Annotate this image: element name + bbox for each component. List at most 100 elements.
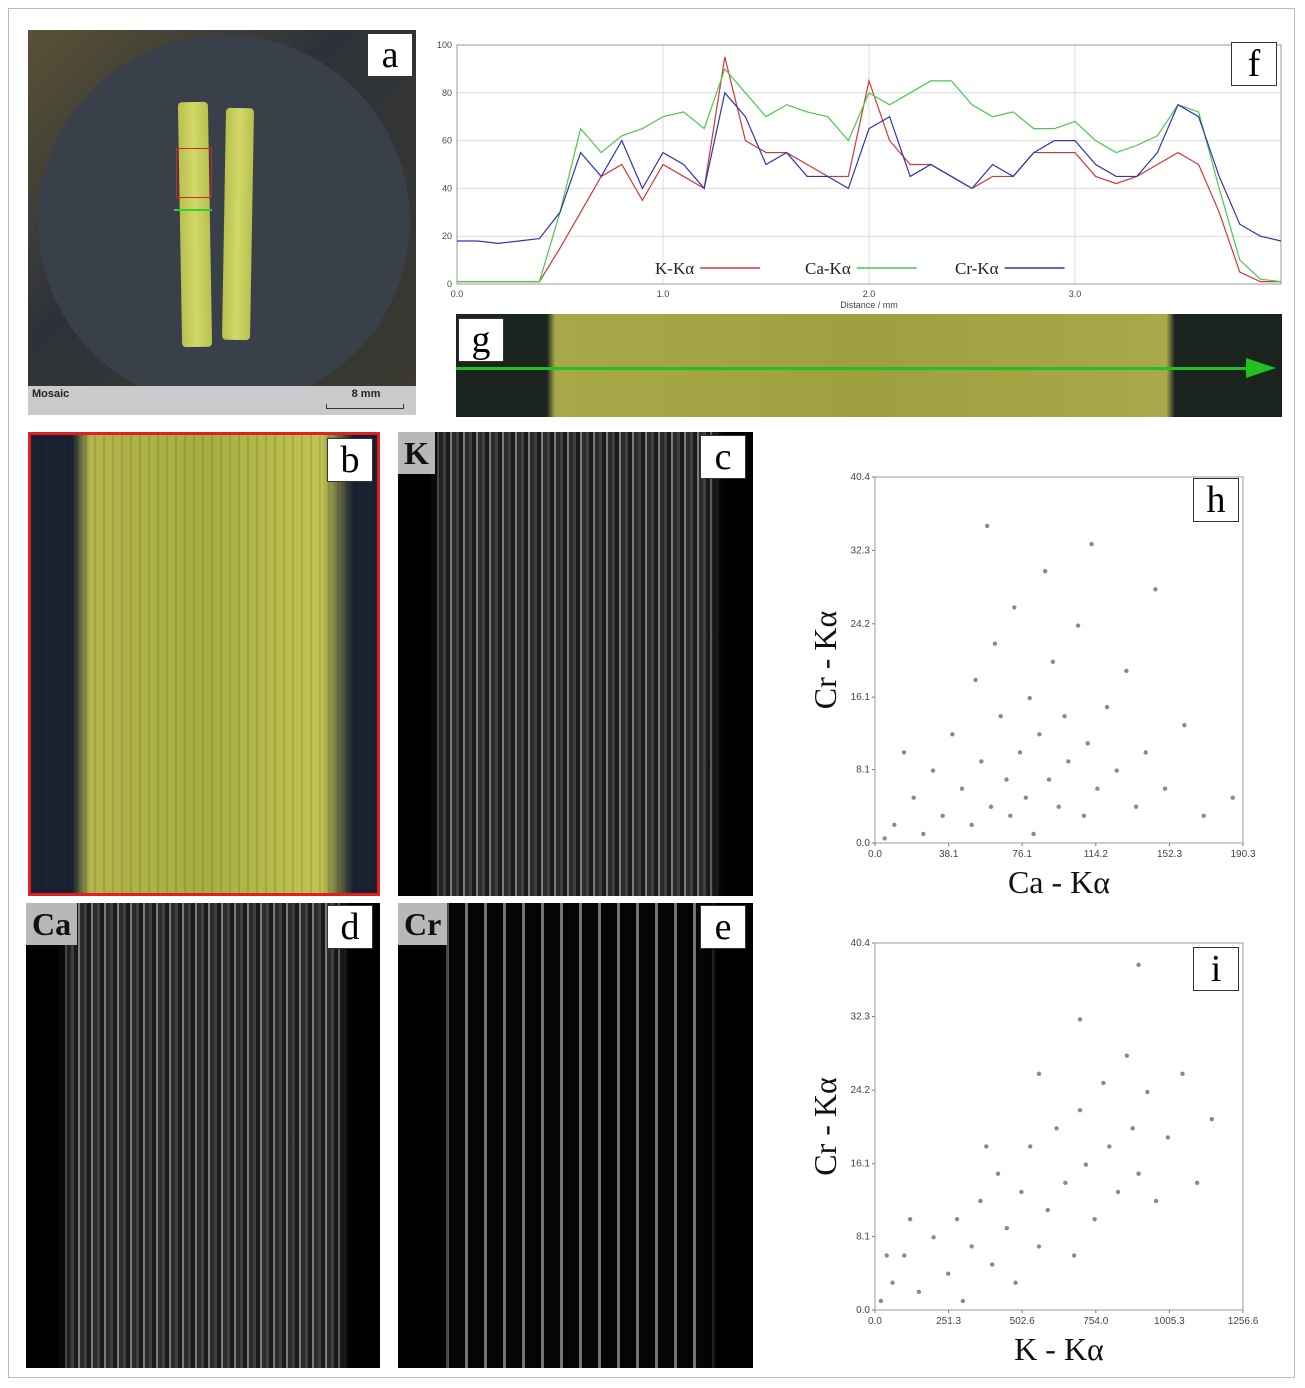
data-line xyxy=(457,91,1282,244)
panel-label: a xyxy=(367,33,413,77)
point xyxy=(1081,813,1087,819)
point xyxy=(916,1289,922,1295)
point xyxy=(992,641,998,646)
y-tick-label: 60 xyxy=(442,136,452,146)
x-tick-label: 1256.6 xyxy=(1228,1316,1259,1327)
point xyxy=(1004,777,1009,782)
data-line xyxy=(457,56,1281,283)
point xyxy=(1180,1071,1185,1077)
point xyxy=(911,795,916,800)
point xyxy=(1036,1071,1042,1077)
point xyxy=(998,713,1003,719)
point xyxy=(1046,777,1052,782)
point xyxy=(1031,831,1036,837)
point xyxy=(1062,713,1067,719)
caption: Mosaic xyxy=(32,388,70,400)
point xyxy=(1050,659,1056,665)
point xyxy=(1136,1171,1141,1176)
y-tick-label: 16.1 xyxy=(851,692,871,703)
point xyxy=(988,804,994,809)
y-tick-label: 20 xyxy=(442,231,452,241)
point xyxy=(878,1298,884,1304)
point xyxy=(1089,541,1094,547)
y-tick-label: 80 xyxy=(442,88,452,98)
point xyxy=(892,822,897,828)
frame xyxy=(8,8,1295,1378)
element-tag: K xyxy=(398,432,435,474)
point xyxy=(995,1171,1001,1176)
point xyxy=(1083,1162,1089,1167)
panel-label: e xyxy=(700,905,746,949)
info-bar: Mosaic 8 mm xyxy=(28,386,416,415)
panel-label: g xyxy=(458,318,504,362)
point xyxy=(989,1262,995,1267)
map-cr: Cr xyxy=(398,903,753,1368)
point xyxy=(1143,750,1148,755)
point xyxy=(969,1244,974,1249)
x-tick-label: 0.0 xyxy=(868,849,882,860)
point xyxy=(1165,1135,1171,1140)
legend-label: Ca-Kα xyxy=(805,259,851,278)
point xyxy=(1008,813,1013,819)
y-tick-label: 32.3 xyxy=(851,545,871,556)
point xyxy=(1066,759,1071,764)
data-line xyxy=(457,67,1282,283)
point xyxy=(954,1216,960,1222)
x-tick-label: 3.0 xyxy=(1069,289,1082,299)
point xyxy=(1013,1280,1018,1285)
point xyxy=(1077,1107,1083,1113)
scan-arrow xyxy=(1246,358,1276,378)
point xyxy=(984,1144,989,1149)
roi-box xyxy=(176,148,212,198)
point xyxy=(1045,1207,1050,1213)
plot-frame xyxy=(874,476,1244,844)
x-tick-label: 0.0 xyxy=(868,1316,882,1327)
x-axis-label: K - Kα xyxy=(1014,1331,1104,1367)
scale-label: 8 mm xyxy=(351,388,381,400)
y-tick-label: 40 xyxy=(442,183,452,193)
point xyxy=(1133,804,1139,809)
point xyxy=(1063,1180,1068,1186)
point xyxy=(1114,768,1119,773)
profile-line xyxy=(174,209,212,211)
point xyxy=(946,1271,951,1276)
map-ca: Ca xyxy=(26,903,380,1368)
x-tick-label: 0.0 xyxy=(451,289,464,299)
point xyxy=(882,836,887,841)
point xyxy=(1095,786,1100,791)
y-tick-label: 40.4 xyxy=(851,938,871,949)
point xyxy=(1019,1189,1024,1195)
point xyxy=(1085,741,1090,746)
panel-label: b xyxy=(327,438,373,482)
photo-leaf xyxy=(28,432,380,896)
point xyxy=(1162,786,1168,791)
point xyxy=(1153,587,1158,592)
panel-label: d xyxy=(327,905,373,949)
panel-label: c xyxy=(700,435,746,479)
x-tick-label: 1005.3 xyxy=(1154,1316,1185,1327)
y-tick-label: 24.2 xyxy=(851,1085,871,1096)
point xyxy=(950,732,955,737)
point xyxy=(1056,804,1061,809)
x-tick-label: 251.3 xyxy=(936,1316,961,1327)
y-axis-label: Cr - Kα xyxy=(807,1077,843,1176)
point xyxy=(1036,1244,1042,1249)
point xyxy=(1004,1226,1009,1231)
y-tick-label: 0 xyxy=(447,279,452,289)
x-tick-label: 38.1 xyxy=(939,849,959,860)
point xyxy=(921,831,926,837)
x-tick-label: 152.3 xyxy=(1157,849,1182,860)
point xyxy=(1124,668,1129,674)
y-tick-label: 40.4 xyxy=(851,472,871,483)
scan-line xyxy=(456,367,1266,370)
x-tick-label: 190.3 xyxy=(1230,849,1255,860)
point xyxy=(1130,1126,1135,1131)
point xyxy=(1023,795,1029,800)
y-tick-label: 16.1 xyxy=(851,1159,871,1170)
point xyxy=(1028,1144,1033,1149)
point xyxy=(1153,1198,1159,1204)
x-tick-label: 114.2 xyxy=(1084,849,1109,860)
x-tick-label: 1.0 xyxy=(657,289,670,299)
point xyxy=(959,786,965,791)
